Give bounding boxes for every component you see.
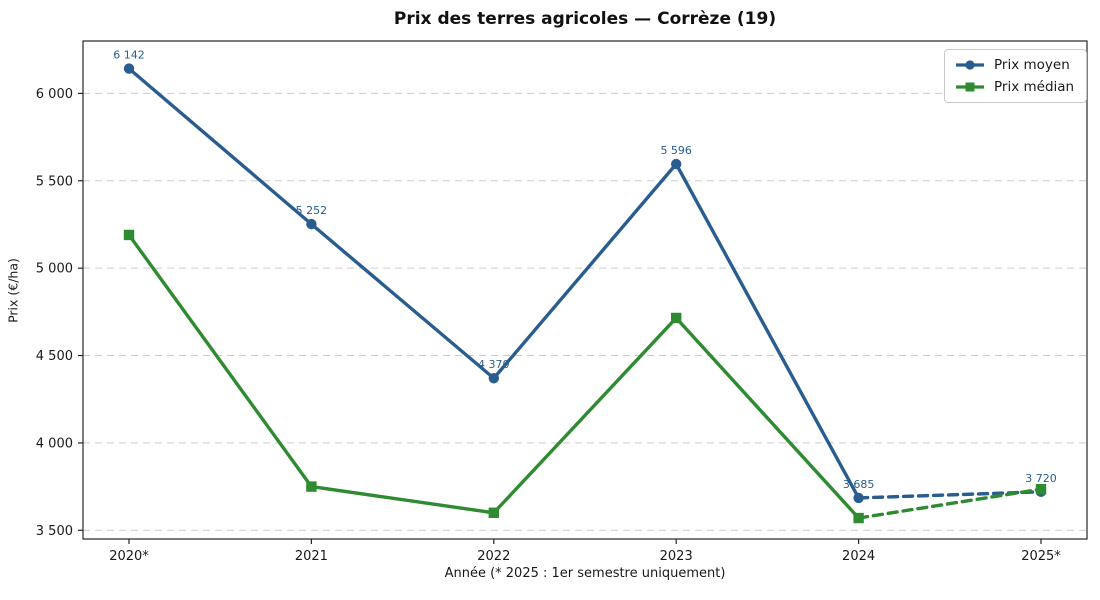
y-tick-label: 3 500 (36, 524, 73, 539)
data-point-label: 4 370 (478, 358, 510, 371)
y-tick-label: 6 000 (36, 87, 73, 102)
data-point-label: 5 596 (660, 144, 692, 157)
x-tick-label: 2022 (477, 549, 510, 564)
legend-label-prix-median: Prix médian (994, 79, 1075, 95)
data-point-label: 5 252 (296, 204, 328, 217)
data-point-marker (853, 492, 864, 504)
x-tick-label: 2025* (1021, 549, 1061, 564)
data-point-marker (306, 218, 317, 230)
x-tick-label: 2023 (660, 549, 693, 564)
data-point-marker (123, 229, 135, 241)
legend-line-square-icon (956, 82, 984, 92)
data-point-marker (488, 373, 499, 384)
data-point-marker (1035, 484, 1047, 495)
data-point-marker (671, 158, 682, 170)
x-tick-label: 2020* (109, 549, 149, 564)
data-point-label: 3 720 (1025, 472, 1057, 485)
x-tick-label: 2024 (842, 549, 875, 564)
x-tick-label: 2021 (295, 549, 328, 564)
plot-border (82, 40, 1088, 540)
data-point-marker (123, 63, 135, 74)
series-line-prix-median-dashed (856, 487, 1043, 520)
y-tick-label: 4 500 (36, 349, 73, 364)
y-tick-label: 5 500 (36, 174, 73, 189)
data-point-label: 3 685 (843, 478, 875, 491)
legend: Prix moyen Prix médian (944, 49, 1088, 103)
series-line-prix-moyen (127, 66, 861, 500)
x-axis-label: Année (* 2025 : 1er semestre uniquement) (444, 566, 726, 581)
legend-label-prix-moyen: Prix moyen (994, 57, 1070, 73)
chart-title: Prix des terres agricoles — Corrèze (19) (393, 9, 777, 29)
y-tick-label: 5 000 (36, 262, 73, 277)
data-point-marker (488, 507, 499, 518)
data-point-marker (671, 312, 682, 324)
legend-line-circle-icon (956, 60, 984, 70)
legend-item-prix-median: Prix médian (955, 79, 1074, 95)
y-tick-label: 4 000 (36, 436, 73, 451)
data-point-marker (853, 512, 864, 524)
data-point-marker (306, 481, 317, 492)
data-point-label: 6 142 (113, 49, 145, 62)
legend-item-prix-moyen: Prix moyen (955, 57, 1074, 73)
